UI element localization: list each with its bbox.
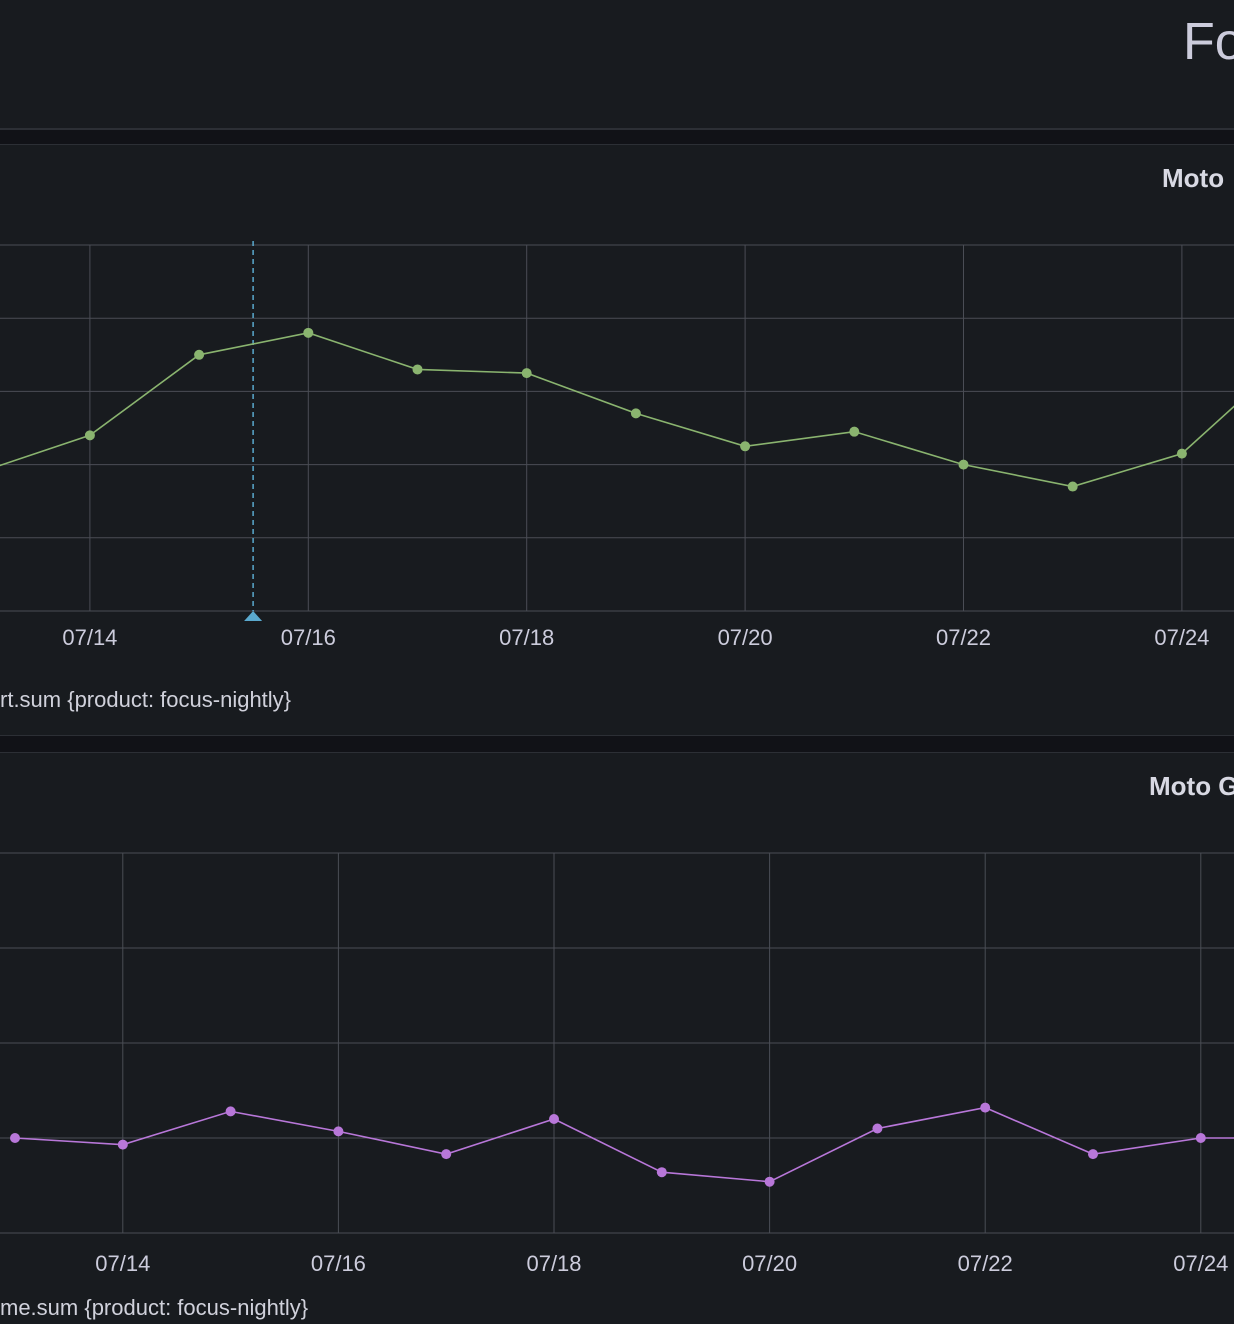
x-tick-label: 07/18	[499, 625, 554, 650]
series-line	[14, 1106, 1234, 1183]
x-tick-label: 07/24	[1154, 625, 1209, 650]
data-point	[764, 1176, 775, 1187]
data-point	[194, 349, 205, 360]
line-chart-moto-g[interactable]: 07/14 07/16 07/18 07/20 07/22 07/24	[0, 833, 1234, 1324]
series-line	[0, 332, 1234, 488]
dashboard-header: Fo	[0, 0, 1234, 130]
x-tick-label: 07/20	[718, 625, 773, 650]
data-point	[84, 430, 95, 441]
panel-title[interactable]: Moto G	[1149, 771, 1234, 801]
data-point	[958, 459, 969, 470]
data-point	[521, 368, 532, 379]
data-point	[441, 1149, 452, 1160]
crosshair-marker	[244, 611, 263, 621]
legend-item[interactable]: me.sum {product: focus-nightly}	[0, 1295, 309, 1320]
data-point	[849, 426, 860, 437]
data-point	[740, 441, 751, 452]
data-point	[549, 1114, 559, 1124]
data-point	[656, 1167, 667, 1178]
panel-gap	[0, 736, 1234, 752]
data-point	[630, 408, 641, 419]
data-point	[1176, 448, 1187, 459]
x-tick-label: 07/22	[936, 625, 991, 650]
line-chart-moto[interactable]: 07/14 07/16 07/18 07/20 07/22 07/24	[0, 225, 1234, 745]
data-point	[225, 1106, 236, 1117]
data-point	[1067, 481, 1078, 492]
x-tick-label: 07/24	[1173, 1251, 1228, 1276]
x-tick-label: 07/16	[311, 1251, 366, 1276]
legend-item[interactable]: rt.sum {product: focus-nightly}	[0, 687, 292, 712]
data-point	[872, 1123, 883, 1134]
data-point	[1195, 1133, 1206, 1143]
panel-title[interactable]: Moto	[1162, 163, 1225, 193]
data-point	[10, 1133, 20, 1143]
x-tick-label: 07/16	[281, 625, 336, 650]
data-point	[980, 1102, 991, 1113]
x-tick-label: 07/22	[958, 1251, 1013, 1276]
dashboard-title: Fo	[1183, 13, 1234, 71]
x-tick-label: 07/18	[526, 1251, 581, 1276]
panel-gap	[0, 130, 1234, 144]
data-point	[1088, 1149, 1098, 1160]
panel-moto-g[interactable]: Moto G 07/14 07/16 07/18 07/20 07/22 07/24 me…	[0, 752, 1234, 1324]
x-tick-label: 07/14	[95, 1251, 150, 1276]
data-point	[303, 327, 314, 338]
data-point	[333, 1126, 344, 1137]
data-point	[117, 1139, 128, 1150]
x-tick-label: 07/20	[742, 1251, 797, 1276]
x-tick-label: 07/14	[62, 625, 117, 650]
panel-moto[interactable]: Moto 07/14 07/16 07/18 07/20 07/22 07/24 rt.s…	[0, 144, 1234, 736]
data-point	[412, 364, 423, 375]
